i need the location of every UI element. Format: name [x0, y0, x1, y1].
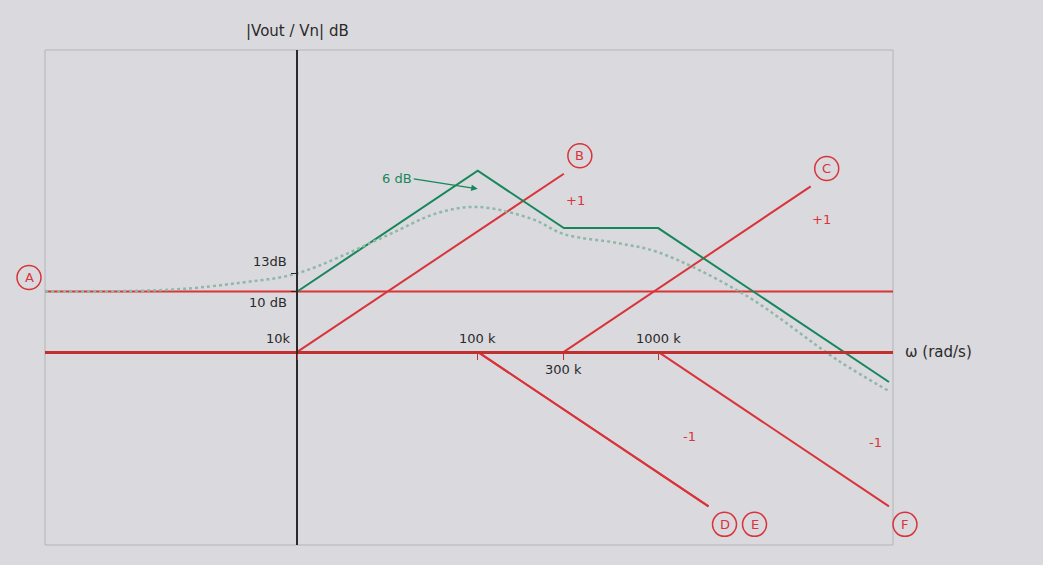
svg-text:F: F [901, 517, 908, 532]
svg-text:D: D [720, 517, 730, 532]
svg-text:300 k: 300 k [545, 362, 582, 377]
svg-text:B: B [575, 148, 584, 163]
svg-text:+1: +1 [812, 212, 831, 227]
svg-text:ω (rad/s): ω (rad/s) [905, 343, 972, 361]
svg-text:A: A [25, 270, 34, 285]
svg-text:E: E [751, 517, 759, 532]
svg-text:100 k: 100 k [459, 331, 496, 346]
svg-text:-1: -1 [683, 429, 696, 444]
svg-text:1000 k: 1000 k [636, 331, 681, 346]
svg-text:6 dB: 6 dB [382, 171, 412, 186]
svg-text:|Vout / Vn| dB: |Vout / Vn| dB [246, 22, 349, 40]
svg-text:-1: -1 [869, 435, 882, 450]
svg-text:10k: 10k [266, 331, 291, 346]
svg-text:C: C [822, 161, 831, 176]
svg-text:10 dB: 10 dB [249, 295, 287, 310]
svg-text:+1: +1 [566, 193, 585, 208]
svg-text:13dB: 13dB [253, 254, 287, 269]
